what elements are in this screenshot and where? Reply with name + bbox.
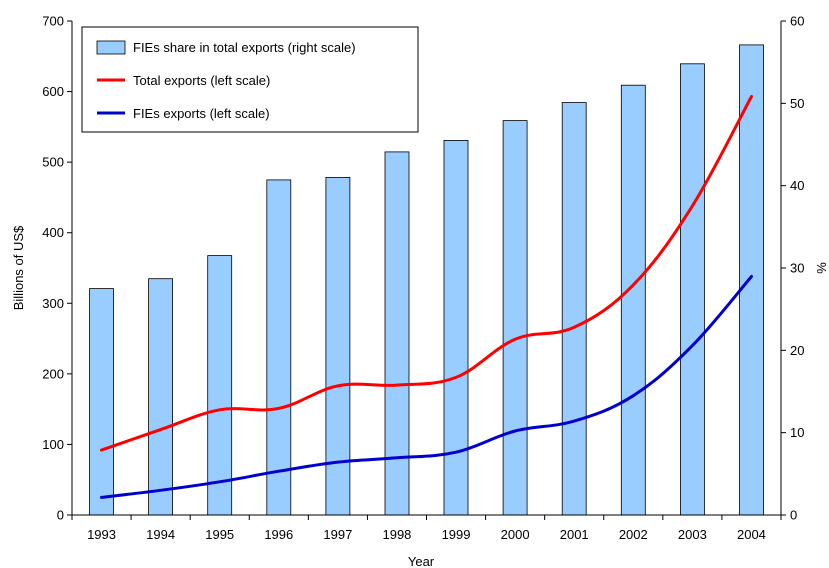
y-right-tick-label: 60 — [790, 14, 804, 29]
x-tick-label: 2003 — [678, 527, 707, 542]
x-tick-label: 2004 — [737, 527, 766, 542]
bar-1994 — [148, 278, 174, 516]
y-right-tick-label: 50 — [790, 96, 804, 111]
y-left-tick-label: 600 — [42, 84, 64, 99]
y-axis-right-title: % — [814, 262, 829, 274]
legend-label-fies-exports: FIEs exports (left scale) — [133, 106, 270, 121]
legend-label-fies-share: FIEs share in total exports (right scale… — [133, 40, 356, 55]
bar-2000 — [502, 120, 528, 516]
x-tick-label: 1996 — [264, 527, 293, 542]
bars-layer — [89, 44, 764, 516]
x-tick-label: 1993 — [87, 527, 116, 542]
legend-label-total-exports: Total exports (left scale) — [133, 73, 270, 88]
x-tick-label: 1995 — [205, 527, 234, 542]
legend-box — [81, 26, 419, 133]
y-left-tick-label: 500 — [42, 155, 64, 170]
bar-1996 — [266, 179, 292, 516]
bar-2004 — [739, 44, 764, 516]
bar-2001 — [561, 102, 587, 516]
legend: FIEs share in total exports (right scale… — [81, 26, 419, 133]
x-tick-label: 1994 — [146, 527, 175, 542]
x-tick-label: 1999 — [442, 527, 471, 542]
y-left-tick-label: 300 — [42, 296, 64, 311]
x-axis-title: Year — [408, 554, 435, 568]
y-axis-left-title: Billions of US$ — [11, 225, 26, 310]
y-left-tick-label: 200 — [42, 366, 64, 381]
y-left-tick-label: 100 — [42, 437, 64, 452]
bar-2002 — [620, 84, 646, 516]
lines-layer — [100, 95, 753, 499]
bar-2003 — [680, 63, 705, 516]
axes-layer: 0 100 200 300 400 500 600 700 0 10 20 30 40 50 60 1993 1… — [42, 14, 804, 543]
y-left-tick-label: 0 — [57, 508, 64, 523]
bar-1995 — [207, 255, 233, 516]
x-tick-label: 1997 — [323, 527, 352, 542]
bar-1993 — [89, 288, 114, 516]
y-right-tick-label: 20 — [790, 343, 804, 358]
x-tick-label: 2000 — [501, 527, 530, 542]
y-left-tick-label: 400 — [42, 225, 64, 240]
bar-1999 — [443, 139, 469, 516]
y-left-tick-label: 700 — [42, 14, 64, 29]
x-tick-label: 2001 — [560, 527, 589, 542]
x-tick-label: 2002 — [619, 527, 648, 542]
y-right-tick-label: 0 — [790, 508, 797, 523]
legend-swatch-bar — [96, 40, 126, 55]
line-total-exports — [100, 95, 753, 452]
y-right-tick-label: 30 — [790, 261, 804, 276]
bar-1998 — [384, 151, 410, 516]
y-right-tick-label: 40 — [790, 178, 804, 193]
y-right-tick-label: 10 — [790, 425, 804, 440]
line-fies-exports — [100, 275, 753, 499]
x-tick-label: 1998 — [382, 527, 411, 542]
